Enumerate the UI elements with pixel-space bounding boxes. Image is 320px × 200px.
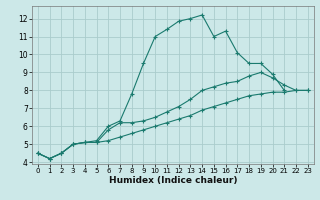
X-axis label: Humidex (Indice chaleur): Humidex (Indice chaleur) xyxy=(108,176,237,185)
